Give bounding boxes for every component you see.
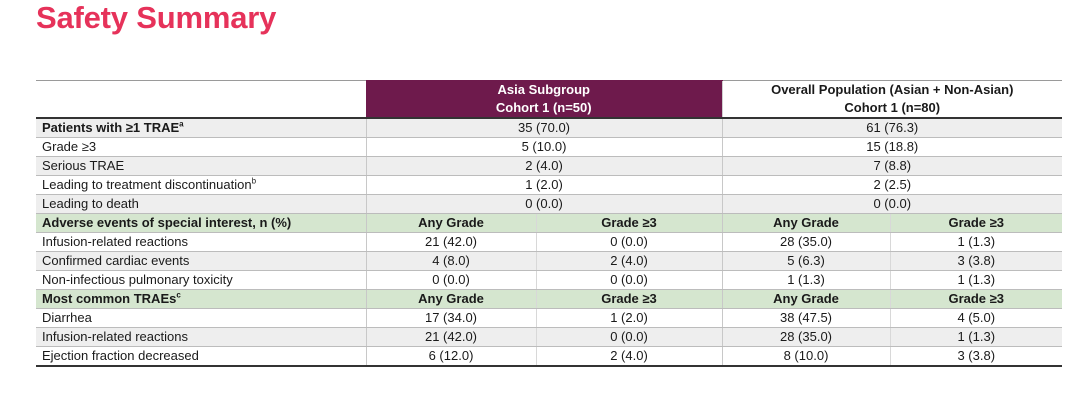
row-label: Leading to death xyxy=(36,194,366,214)
overall-any-grade-header: Any Grade xyxy=(721,213,890,233)
row-label: Non-infectious pulmonary toxicity xyxy=(36,270,366,290)
overall-any-value: 5 (6.3) xyxy=(721,251,890,271)
asia-header-line1: Asia Subgroup xyxy=(497,82,590,97)
asia-any-value: 21 (42.0) xyxy=(365,327,536,347)
footnote-marker: c xyxy=(176,290,181,300)
table-row: Patients with ≥1 TRAEa 35 (70.0) 61 (76.… xyxy=(36,117,1062,138)
asia-grade3-header: Grade ≥3 xyxy=(535,289,722,309)
row-label: Leading to treatment discontinuationb xyxy=(36,175,366,195)
asia-value: 1 (2.0) xyxy=(365,175,722,195)
overall-value: 2 (2.5) xyxy=(721,175,1062,195)
asia-g3-value: 0 (0.0) xyxy=(535,327,722,347)
asia-any-grade-header: Any Grade xyxy=(365,213,536,233)
asia-g3-value: 1 (2.0) xyxy=(535,308,722,328)
overall-any-value: 28 (35.0) xyxy=(721,232,890,252)
row-label: Confirmed cardiac events xyxy=(36,251,366,271)
asia-header-line2: Cohort 1 (n=50) xyxy=(495,100,592,115)
section-label: Adverse events of special interest, n (%… xyxy=(36,213,366,233)
asia-g3-value: 0 (0.0) xyxy=(535,270,722,290)
asia-g3-value: 0 (0.0) xyxy=(535,232,722,252)
overall-g3-value: 1 (1.3) xyxy=(889,270,1062,290)
overall-value: 15 (18.8) xyxy=(721,137,1062,157)
overall-grade3-header: Grade ≥3 xyxy=(889,213,1062,233)
asia-any-value: 4 (8.0) xyxy=(365,251,536,271)
row-label: Patients with ≥1 TRAEa xyxy=(36,117,366,138)
overall-any-value: 1 (1.3) xyxy=(721,270,890,290)
row-label: Ejection fraction decreased xyxy=(36,346,366,367)
table-row: Grade ≥3 5 (10.0) 15 (18.8) xyxy=(36,137,1062,157)
asia-grade3-header: Grade ≥3 xyxy=(535,213,722,233)
asia-subgroup-header: Asia Subgroup Cohort 1 (n=50) xyxy=(366,80,722,119)
table-row: Diarrhea 17 (34.0) 1 (2.0) 38 (47.5) 4 (… xyxy=(36,308,1062,328)
table-row: Non-infectious pulmonary toxicity 0 (0.0… xyxy=(36,270,1062,290)
asia-any-value: 21 (42.0) xyxy=(365,232,536,252)
table-row: Confirmed cardiac events 4 (8.0) 2 (4.0)… xyxy=(36,251,1062,271)
footnote-marker: a xyxy=(179,119,184,129)
overall-grade3-header: Grade ≥3 xyxy=(889,289,1062,309)
asia-g3-value: 2 (4.0) xyxy=(535,346,722,367)
row-label: Serious TRAE xyxy=(36,156,366,176)
table-row: Leading to death 0 (0.0) 0 (0.0) xyxy=(36,194,1062,214)
table-row: Leading to treatment discontinuationb 1 … xyxy=(36,175,1062,195)
overall-any-value: 38 (47.5) xyxy=(721,308,890,328)
asia-any-grade-header: Any Grade xyxy=(365,289,536,309)
section-label: Most common TRAEsc xyxy=(36,289,366,309)
overall-value: 0 (0.0) xyxy=(721,194,1062,214)
asia-any-value: 6 (12.0) xyxy=(365,346,536,367)
row-label: Grade ≥3 xyxy=(36,137,366,157)
asia-any-value: 0 (0.0) xyxy=(365,270,536,290)
table-row: Ejection fraction decreased 6 (12.0) 2 (… xyxy=(36,346,1062,367)
overall-g3-value: 1 (1.3) xyxy=(889,232,1062,252)
table-row: Infusion-related reactions 21 (42.0) 0 (… xyxy=(36,232,1062,252)
table-header-row: Asia Subgroup Cohort 1 (n=50) Overall Po… xyxy=(36,80,1062,119)
overall-any-grade-header: Any Grade xyxy=(721,289,890,309)
overall-any-value: 8 (10.0) xyxy=(721,346,890,367)
asia-g3-value: 2 (4.0) xyxy=(535,251,722,271)
asia-value: 0 (0.0) xyxy=(365,194,722,214)
header-blank-cell xyxy=(36,80,366,119)
overall-header-line1: Overall Population (Asian + Non-Asian) xyxy=(771,82,1014,97)
row-label: Infusion-related reactions xyxy=(36,327,366,347)
safety-table: Asia Subgroup Cohort 1 (n=50) Overall Po… xyxy=(36,80,1062,367)
row-label: Infusion-related reactions xyxy=(36,232,366,252)
asia-value: 35 (70.0) xyxy=(365,117,722,138)
overall-any-value: 28 (35.0) xyxy=(721,327,890,347)
overall-g3-value: 3 (3.8) xyxy=(889,251,1062,271)
section-header-row: Adverse events of special interest, n (%… xyxy=(36,213,1062,233)
row-label: Diarrhea xyxy=(36,308,366,328)
asia-value: 5 (10.0) xyxy=(365,137,722,157)
overall-value: 61 (76.3) xyxy=(721,117,1062,138)
overall-value: 7 (8.8) xyxy=(721,156,1062,176)
asia-any-value: 17 (34.0) xyxy=(365,308,536,328)
footnote-marker: b xyxy=(251,176,257,186)
page-title: Safety Summary xyxy=(36,0,277,35)
table-row: Serious TRAE 2 (4.0) 7 (8.8) xyxy=(36,156,1062,176)
overall-g3-value: 4 (5.0) xyxy=(889,308,1062,328)
table-row: Infusion-related reactions 21 (42.0) 0 (… xyxy=(36,327,1062,347)
asia-value: 2 (4.0) xyxy=(365,156,722,176)
overall-g3-value: 3 (3.8) xyxy=(889,346,1062,367)
overall-population-header: Overall Population (Asian + Non-Asian) C… xyxy=(721,80,1062,119)
section-header-row: Most common TRAEsc Any Grade Grade ≥3 An… xyxy=(36,289,1062,309)
overall-header-line2: Cohort 1 (n=80) xyxy=(844,100,941,115)
overall-g3-value: 1 (1.3) xyxy=(889,327,1062,347)
